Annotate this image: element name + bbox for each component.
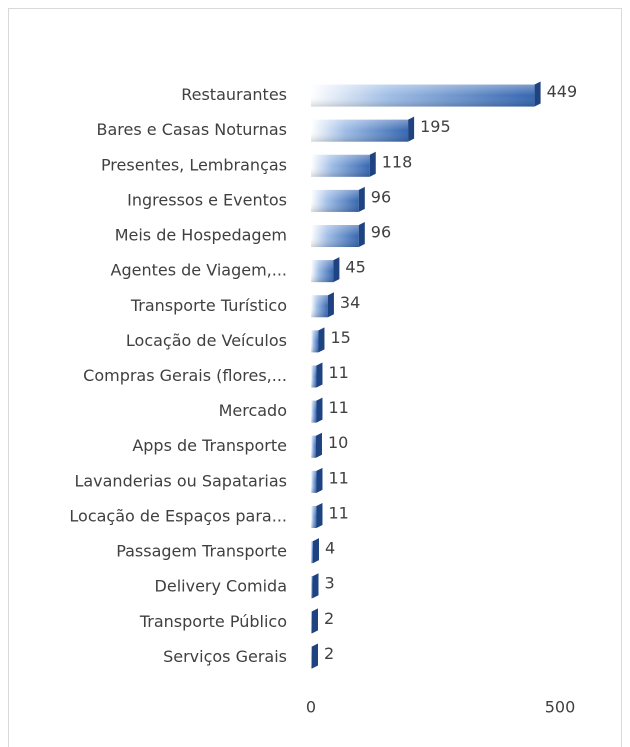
value-label: 195	[420, 117, 451, 136]
x-tick-label: 500	[545, 698, 576, 717]
bar-shade	[311, 225, 359, 248]
y-tick-label: Presentes, Lembranças	[101, 155, 287, 174]
bar-shade	[311, 470, 317, 493]
y-tick-label: Lavanderias ou Sapatarias	[74, 471, 287, 490]
value-label: 2	[324, 609, 334, 628]
y-tick-label: Passagem Transporte	[116, 542, 287, 561]
bar-side	[311, 643, 318, 669]
y-tick-label: Locação de Espaços para...	[69, 506, 287, 525]
value-label: 449	[547, 82, 578, 101]
bar-side	[316, 467, 323, 493]
value-label: 11	[328, 363, 348, 382]
bar-shade	[311, 260, 334, 283]
bar-side	[316, 362, 323, 388]
bar-side	[369, 151, 376, 177]
value-label: 45	[345, 258, 365, 277]
y-tick-label: Meis de Hospedagem	[115, 226, 287, 245]
bar-side	[318, 327, 325, 353]
y-tick-label: Agentes de Viagem,...	[111, 261, 287, 280]
value-label: 10	[328, 433, 348, 452]
bar-side	[534, 81, 541, 107]
bar-side	[327, 292, 334, 318]
y-tick-label: Transporte Público	[139, 612, 287, 631]
bar-side	[315, 432, 322, 458]
bar-side	[408, 116, 415, 142]
bar-shade	[311, 295, 328, 318]
value-label: 4	[325, 539, 335, 558]
bar-shade	[311, 576, 313, 599]
value-label: 11	[328, 503, 348, 522]
value-label: 118	[382, 152, 413, 171]
bar-side	[333, 257, 340, 283]
y-tick-label: Restaurantes	[181, 85, 287, 104]
bar-shade	[311, 646, 312, 669]
bar-shade	[311, 435, 316, 458]
value-label: 11	[328, 398, 348, 417]
y-tick-label: Locação de Veículos	[126, 331, 287, 350]
bar-shade	[311, 400, 317, 423]
y-tick-label: Transporte Turístico	[130, 296, 287, 315]
value-label: 15	[330, 328, 350, 347]
bar-side	[312, 538, 319, 564]
y-tick-label: Mercado	[219, 401, 287, 420]
bar-side	[316, 502, 323, 528]
bar-shade	[311, 154, 370, 177]
bar-shade	[311, 611, 312, 634]
y-tick-label: Apps de Transporte	[132, 436, 287, 455]
bar-shade	[311, 365, 317, 388]
bar-side	[358, 186, 365, 212]
value-label: 11	[328, 468, 348, 487]
value-label: 96	[371, 223, 391, 242]
bar-shade	[311, 505, 317, 528]
bar-shade	[311, 330, 319, 353]
chart-border	[8, 8, 622, 747]
value-label: 2	[324, 644, 334, 663]
y-tick-label: Delivery Comida	[155, 577, 287, 596]
value-label: 96	[371, 187, 391, 206]
y-tick-label: Ingressos e Eventos	[127, 190, 287, 209]
bar-side	[358, 222, 365, 248]
bar-shade	[311, 189, 359, 212]
bar-shade	[311, 541, 313, 564]
bar-shade	[311, 119, 409, 142]
bar-shade	[311, 84, 535, 107]
bar-side	[311, 608, 318, 634]
y-tick-label: Serviços Gerais	[163, 647, 287, 666]
value-label: 3	[324, 574, 334, 593]
y-tick-label: Compras Gerais (flores,...	[83, 366, 287, 385]
value-label: 34	[340, 293, 360, 312]
bar-side	[312, 573, 319, 599]
x-tick-label: 0	[306, 698, 316, 717]
y-tick-label: Bares e Casas Noturnas	[97, 120, 288, 139]
bar-side	[316, 397, 323, 423]
